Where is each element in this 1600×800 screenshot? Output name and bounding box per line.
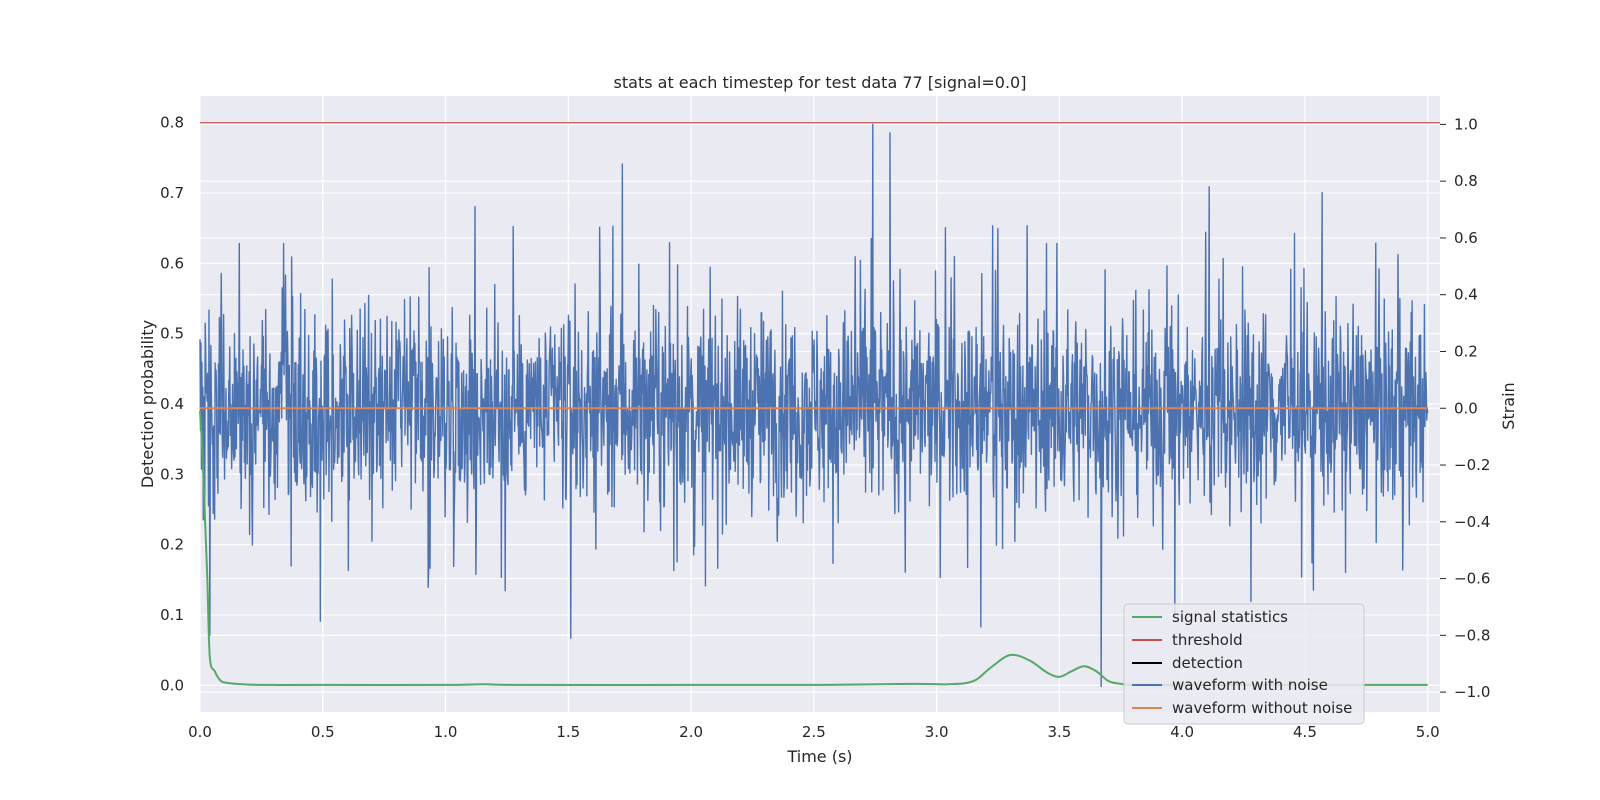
legend-label-waveform-without-noise: waveform without noise [1172,699,1352,717]
signal-statistics-line [199,410,1428,687]
legend-label-threshold: threshold [1172,631,1243,649]
x-tick-label: 5.0 [1416,723,1440,741]
y2-axis-ticks: −1.0 −0.8 −0.6 −0.4 −0.2 0.0 0.2 0.4 0.6 0.8 1.0 [1440,115,1490,701]
y2-tick-label: −0.4 [1454,513,1490,531]
y-tick-label: 0.3 [160,465,184,483]
y2-tick-label: 0.4 [1454,286,1478,304]
x-tick-label: 4.0 [1170,723,1194,741]
x-tick-label: 3.5 [1047,723,1071,741]
legend-label-signal-statistics: signal statistics [1172,608,1288,626]
line-series [199,122,1440,687]
x-tick-label: 0.5 [311,723,335,741]
x-tick-label: 1.5 [556,723,580,741]
y-tick-label: 0.2 [160,536,184,554]
y-axis-ticks: 0.0 0.1 0.2 0.3 0.4 0.5 0.6 0.7 0.8 [160,114,184,695]
y-tick-label: 0.7 [160,184,184,202]
waveform-with-noise-series [199,123,1429,688]
legend-box [1123,603,1365,725]
x-tick-label: 1.0 [434,723,458,741]
x-axis-ticks: 0.0 0.5 1.0 1.5 2.0 2.5 3.0 3.5 4.0 4.5 5.0 [188,723,1440,741]
x-tick-label: 4.5 [1293,723,1317,741]
y2-tick-label: −0.6 [1454,570,1490,588]
y2-tick-label: −1.0 [1454,683,1490,701]
waveform-with-noise-line [199,123,1429,688]
y2-axis-label: Strain [1499,382,1518,429]
y-tick-label: 0.1 [160,606,184,624]
chart-title: stats at each timestep for test data 77 … [614,73,1027,92]
legend-label-detection: detection [1172,654,1243,672]
y2-tick-label: 0.8 [1454,172,1478,190]
y2-tick-label: −0.8 [1454,626,1490,644]
y-tick-label: 0.0 [160,676,184,694]
legend-label-waveform-with-noise: waveform with noise [1172,676,1328,694]
x-axis-label: Time (s) [786,747,852,766]
y-tick-label: 0.4 [160,395,184,413]
x-tick-label: 0.0 [188,723,212,741]
x-tick-label: 2.0 [679,723,703,741]
y2-tick-label: 0.0 [1454,399,1478,417]
y2-tick-label: −0.2 [1454,456,1490,474]
x-tick-label: 2.5 [802,723,826,741]
x-tick-label: 3.0 [925,723,949,741]
legend: signal statistics threshold detection wa… [1123,603,1365,725]
y-tick-label: 0.5 [160,325,184,343]
y2-tick-label: 1.0 [1454,115,1478,133]
y-axis-label: Detection probability [138,320,157,488]
y-tick-label: 0.6 [160,254,184,272]
y2-tick-label: 0.2 [1454,342,1478,360]
y2-tick-label: 0.6 [1454,229,1478,247]
y-tick-label: 0.8 [160,114,184,132]
